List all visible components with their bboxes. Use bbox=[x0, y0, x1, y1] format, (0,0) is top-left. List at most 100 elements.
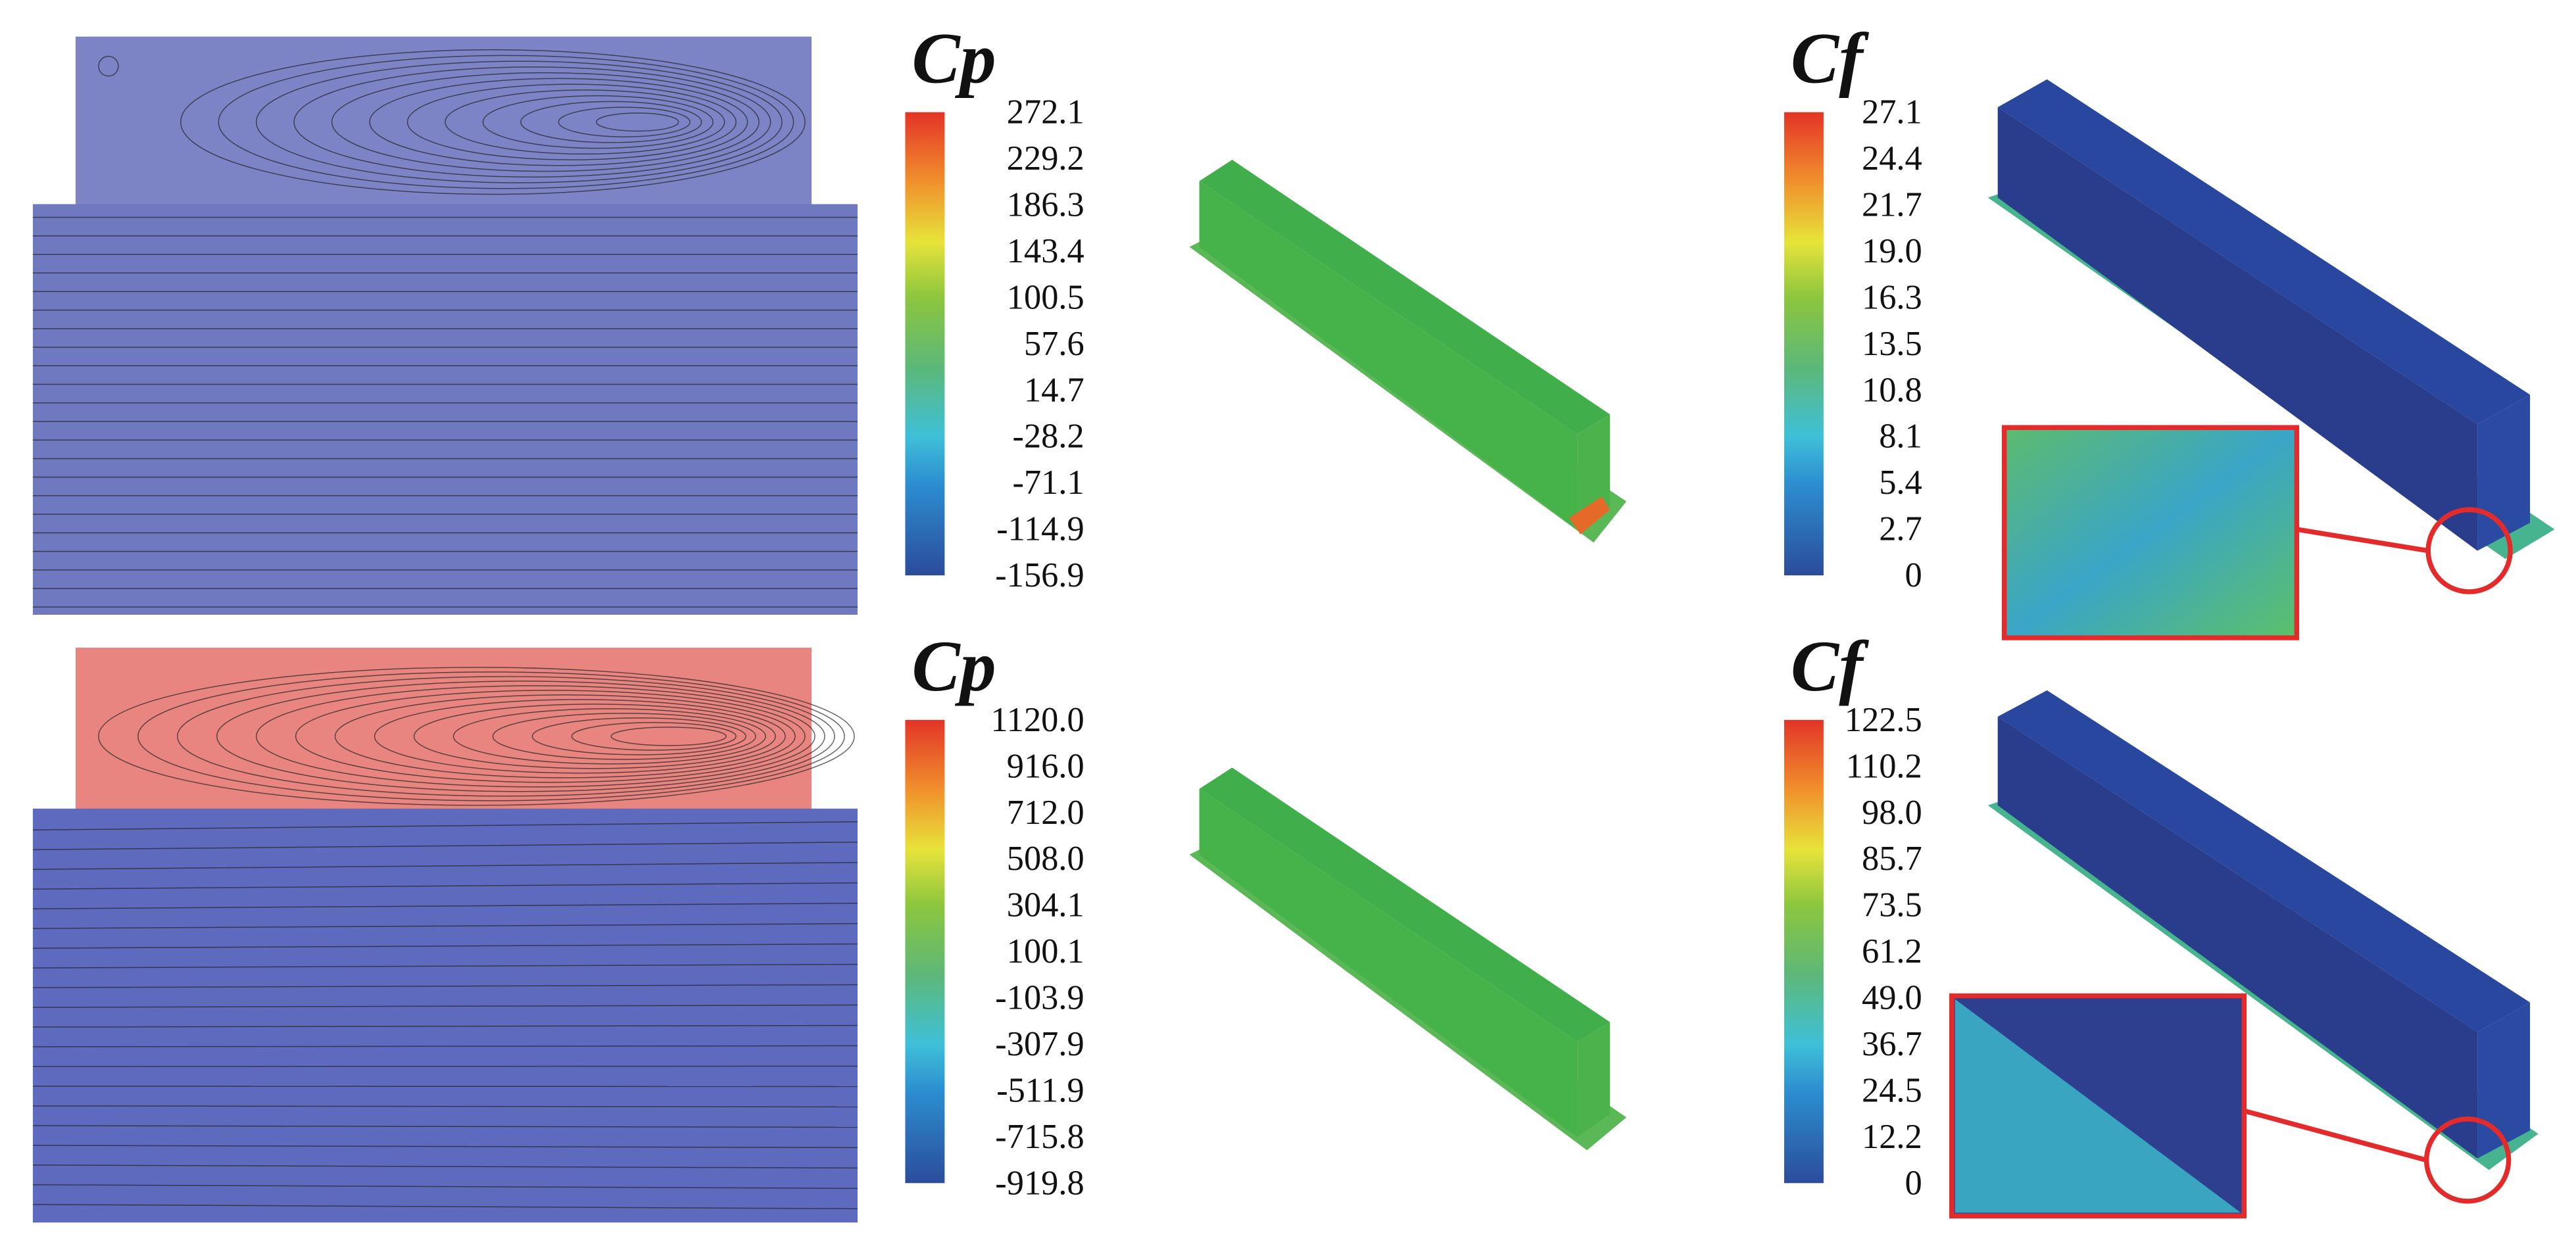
streamline bbox=[177, 676, 835, 797]
streamline bbox=[531, 717, 746, 755]
streamline bbox=[32, 841, 858, 850]
colorbar-label: 1120.0 bbox=[990, 701, 1084, 739]
colorbar-label: 100.1 bbox=[1007, 932, 1084, 970]
colorbar-label: 304.1 bbox=[1007, 886, 1084, 924]
colorbar-label: 14.7 bbox=[1024, 371, 1084, 409]
colorbar-label: 272.1 bbox=[1007, 93, 1084, 132]
colorbar bbox=[1784, 112, 1824, 576]
streamline bbox=[32, 1045, 858, 1047]
streamline bbox=[218, 55, 794, 189]
streamline bbox=[216, 681, 825, 792]
colorbar-title: Cp bbox=[911, 626, 996, 706]
streamline-top bbox=[32, 36, 858, 615]
streamline bbox=[32, 984, 858, 988]
colorbar-label: 916.0 bbox=[1007, 747, 1084, 785]
colorbar-label: 85.7 bbox=[1862, 840, 1922, 878]
colorbar-label: -156.9 bbox=[995, 556, 1084, 594]
streamline bbox=[520, 101, 702, 143]
colorbar-label: -71.1 bbox=[1013, 464, 1084, 502]
colorbar-label: 122.5 bbox=[1845, 701, 1922, 739]
streamline bbox=[492, 713, 756, 760]
colorbar-label: 24.4 bbox=[1862, 139, 1922, 178]
streamline bbox=[32, 1125, 858, 1128]
streamline bbox=[32, 1164, 858, 1169]
colorbar-label: -715.8 bbox=[995, 1118, 1084, 1156]
colorbar bbox=[1784, 719, 1824, 1184]
streamline bbox=[32, 1145, 858, 1149]
colorbar-label: 5.4 bbox=[1879, 464, 1922, 502]
streamline bbox=[571, 722, 737, 751]
streamline-bottom bbox=[32, 647, 858, 1223]
colorbar-label: 13.5 bbox=[1862, 325, 1922, 363]
streamline bbox=[137, 671, 845, 802]
streamline bbox=[374, 699, 786, 774]
streamline bbox=[255, 60, 783, 183]
colorbar-label: 49.0 bbox=[1862, 979, 1922, 1017]
colorbar-label: 73.5 bbox=[1862, 886, 1922, 924]
streamline bbox=[558, 107, 691, 137]
colorbar-label: 98.0 bbox=[1862, 794, 1922, 832]
colorbar-label: -919.8 bbox=[995, 1164, 1084, 1202]
colorbar-label: 57.6 bbox=[1024, 325, 1084, 363]
colorbar-label: 186.3 bbox=[1007, 186, 1084, 224]
cf-model-top bbox=[1987, 79, 2555, 640]
colorbar bbox=[905, 112, 945, 576]
vortex bbox=[98, 55, 119, 77]
colorbar-title: Cp bbox=[911, 18, 996, 99]
colorbar-label: 36.7 bbox=[1862, 1025, 1922, 1063]
streamline bbox=[369, 78, 748, 166]
streamline bbox=[32, 923, 858, 929]
colorbar-label: 24.5 bbox=[1862, 1071, 1922, 1109]
colorbar-label: 143.4 bbox=[1007, 232, 1084, 270]
streamline bbox=[32, 861, 858, 870]
colorbar-label: 2.7 bbox=[1879, 510, 1922, 548]
streamline bbox=[331, 72, 760, 172]
colorbar-label: -103.9 bbox=[995, 979, 1084, 1017]
streamline bbox=[32, 1004, 858, 1008]
colorbar-label: 8.1 bbox=[1879, 418, 1922, 456]
streamline bbox=[413, 704, 776, 769]
colorbar-label: 16.3 bbox=[1862, 278, 1922, 316]
colorbar-label: 229.2 bbox=[1007, 139, 1084, 178]
colorbar-label: 712.0 bbox=[1007, 794, 1084, 832]
cp-model-top bbox=[1189, 160, 1627, 543]
streamline bbox=[295, 690, 806, 783]
colorbar-label: 0 bbox=[1905, 556, 1922, 594]
colorbar-label: 508.0 bbox=[1007, 840, 1084, 878]
colorbar-label: 12.2 bbox=[1862, 1118, 1922, 1156]
colorbar-label: -114.9 bbox=[996, 510, 1084, 548]
streamline bbox=[180, 49, 806, 195]
colorbar-label: 21.7 bbox=[1862, 186, 1922, 224]
colorbar-label: -511.9 bbox=[996, 1071, 1084, 1109]
colorbar-label: 19.0 bbox=[1862, 232, 1922, 270]
colorbar-label: 10.8 bbox=[1862, 371, 1922, 409]
colorbars: Cp 272.1 229.2 186.3 143.4 100.5 57.6 14.7 -28.2… bbox=[905, 18, 1922, 1202]
colorbar-label: -307.9 bbox=[995, 1025, 1084, 1063]
streamline bbox=[482, 95, 714, 149]
colorbar-title: Cf bbox=[1791, 18, 1869, 99]
colorbar-label: 0 bbox=[1905, 1164, 1922, 1202]
colorbar-label: 61.2 bbox=[1862, 932, 1922, 970]
colorbar-title: Cf bbox=[1791, 626, 1869, 706]
colorbar-label: 110.2 bbox=[1846, 747, 1922, 785]
streamline bbox=[293, 66, 771, 178]
streamline bbox=[98, 667, 855, 806]
streamline bbox=[32, 1204, 858, 1210]
streamline bbox=[32, 1184, 858, 1189]
streamline bbox=[596, 112, 679, 132]
streamline bbox=[32, 943, 858, 949]
streamline bbox=[452, 708, 766, 765]
streamline bbox=[406, 84, 737, 160]
streamline bbox=[610, 727, 727, 746]
colorbar-label: -28.2 bbox=[1013, 418, 1084, 456]
streamline bbox=[32, 821, 858, 831]
streamline bbox=[445, 89, 725, 155]
streamline bbox=[32, 902, 858, 909]
streamline bbox=[32, 1105, 858, 1108]
streamline bbox=[334, 694, 796, 779]
streamline bbox=[255, 685, 815, 788]
colorbar bbox=[905, 719, 945, 1184]
cp-model-bottom bbox=[1189, 767, 1627, 1151]
